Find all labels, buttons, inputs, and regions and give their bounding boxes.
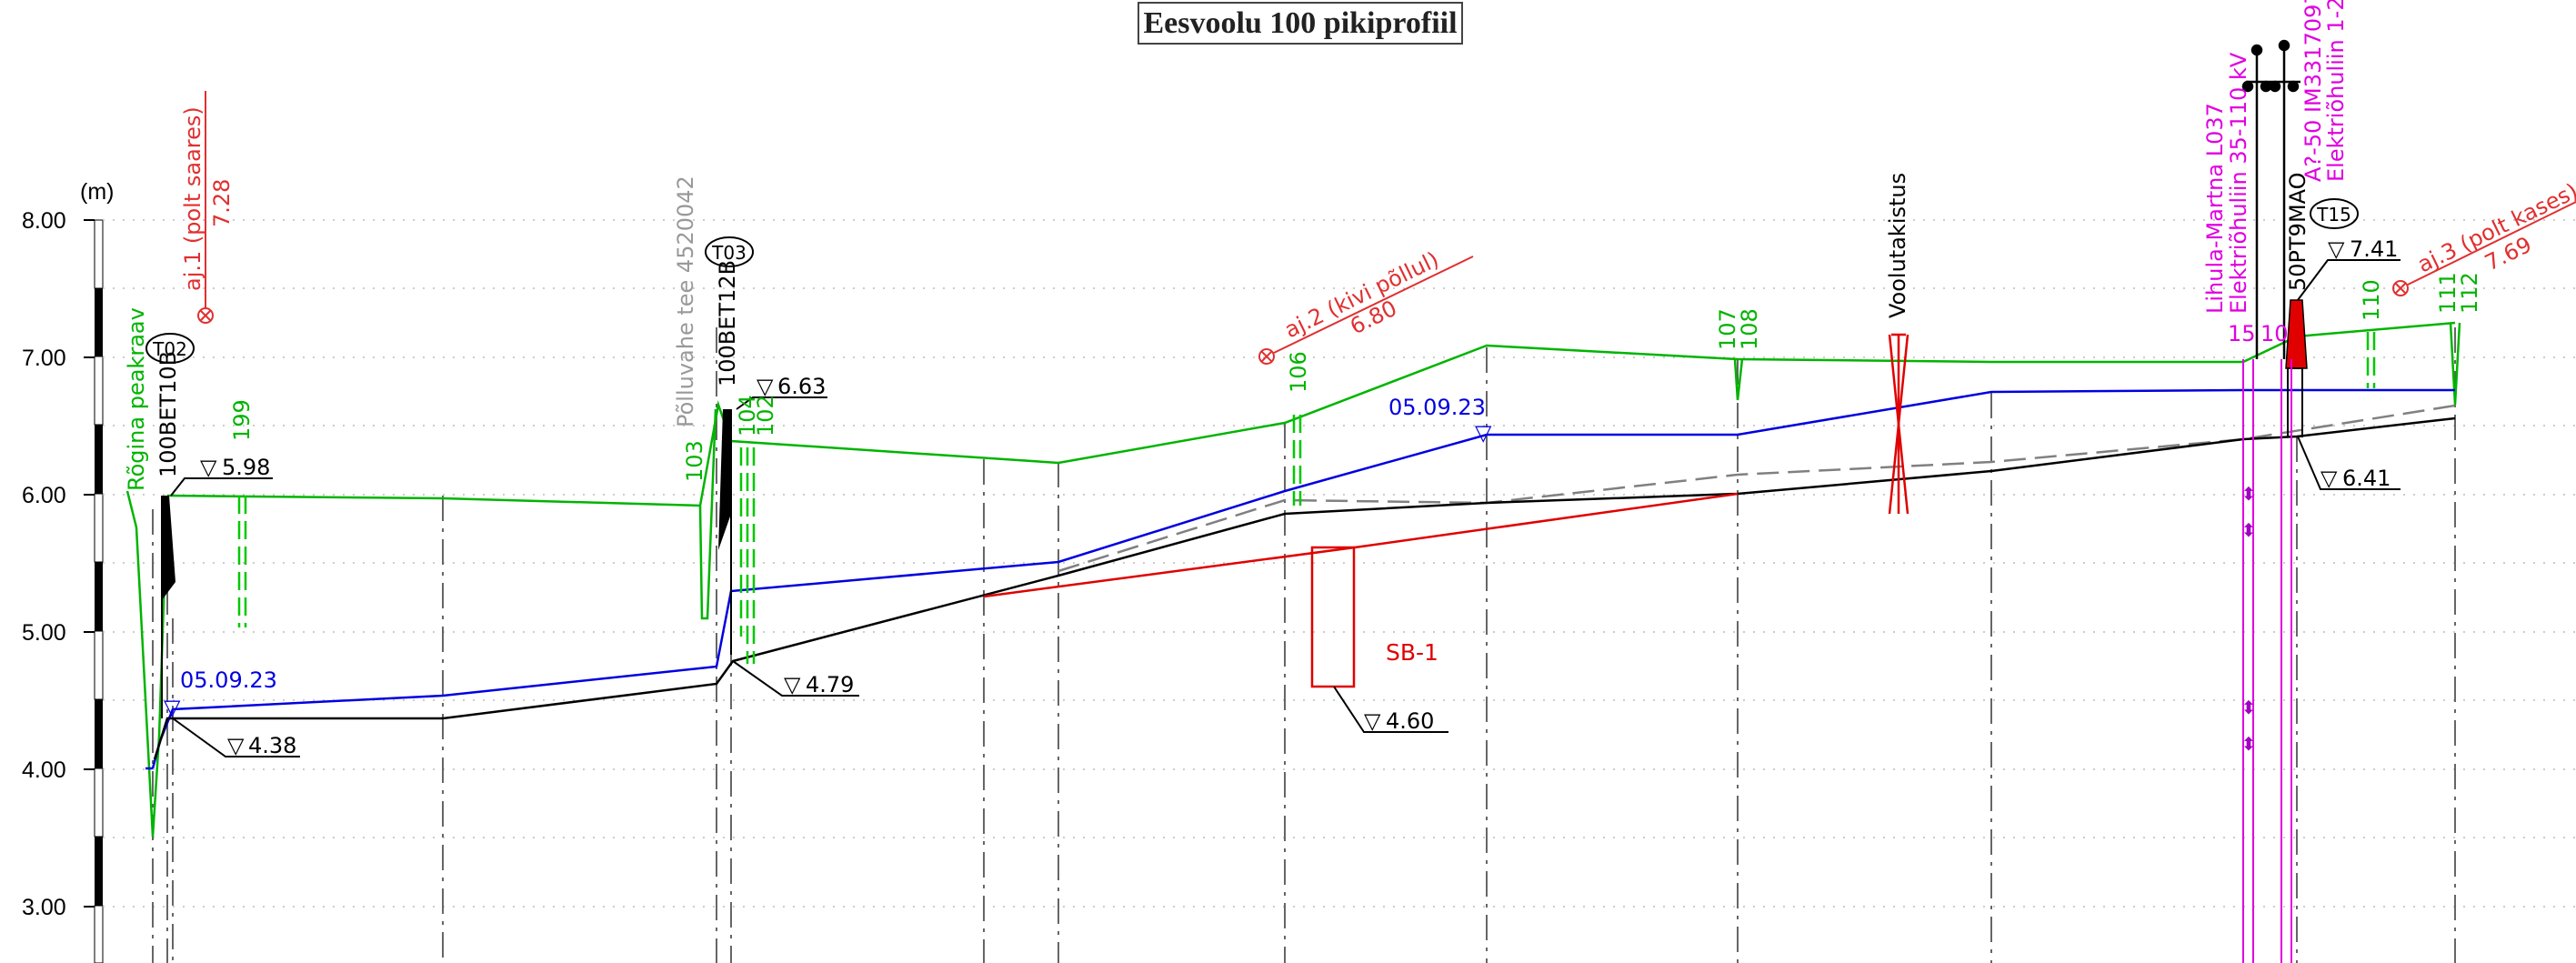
gridlines (103, 219, 2576, 908)
svg-text:▽: ▽ (1364, 708, 1381, 734)
marker-t15-label: T15 (2316, 204, 2351, 226)
svg-text:⬍: ⬍ (2241, 483, 2257, 505)
station-lines (152, 327, 2456, 963)
water-triangle-2: ▽ (1475, 420, 1492, 446)
level-741: ▽ 7.41 (2297, 236, 2401, 301)
road-rogina-label: Rõgina peakraav (124, 307, 149, 491)
title-frame (1138, 2, 1463, 45)
culvert-2-label: 100BET12B (715, 260, 740, 386)
level-460-value: 4.60 (1386, 708, 1434, 734)
drain-111-label: 111 (2435, 272, 2461, 314)
barrier-label: Voolutakistus (1885, 173, 1910, 318)
culvert-50PT9MAO-shape (2285, 299, 2308, 369)
marker-t15 (2310, 198, 2359, 229)
ground-surface-line (166, 321, 2456, 507)
level-438-value: 4.38 (248, 733, 296, 758)
power-num-2: 10 (2260, 321, 2289, 346)
tick-label: 7.00 (22, 346, 66, 371)
marker-t03 (705, 236, 754, 267)
water-level-line (151, 388, 2455, 769)
drain-110-label: 110 (2359, 279, 2384, 321)
stream-bottom-line (153, 416, 2456, 760)
power-line-1-name: Lihula-Martna L037 (2202, 103, 2228, 314)
svg-text:⬍: ⬍ (2241, 697, 2257, 718)
drain-199-label: 199 (229, 399, 255, 441)
tick-label: 6.00 (22, 483, 66, 508)
power-line-verticals (2242, 359, 2292, 963)
barrier-symbol (1888, 333, 1909, 515)
level-598: ▽ 5.98 (170, 455, 273, 497)
svg-text:⬍: ⬍ (2241, 733, 2257, 755)
level-641-value: 6.41 (2342, 466, 2391, 491)
ground-ditch-2 (698, 408, 717, 620)
axis-bar (95, 220, 103, 963)
tick-label: 4.00 (22, 757, 66, 783)
level-479: ▽ 4.79 (732, 660, 859, 697)
drain-103-label: 103 (682, 440, 707, 482)
svg-text:▽: ▽ (757, 374, 774, 399)
svg-text:▽: ▽ (2328, 236, 2345, 262)
tick-label: 8.00 (22, 208, 66, 234)
level-438: ▽ 4.38 (172, 717, 300, 758)
road-pollu-label: Põlluvahe tee 4520042 (673, 176, 698, 427)
culvert-100BET10B-shape (162, 496, 175, 600)
power-num-1: 15 (2228, 321, 2256, 346)
water-date-1: 05.09.23 (180, 667, 277, 693)
water-triangle-1: ▽ (164, 695, 181, 720)
water-date-2: 05.09.23 (1388, 395, 1486, 420)
culvert-100BET12B-shape (718, 409, 731, 550)
drain-112-label: 112 (2457, 272, 2482, 314)
borehole-label: SB-1 (1386, 639, 1438, 666)
power-line-1-type: Elektriõhuliin 35-110 kV (2226, 52, 2251, 314)
marker-t02 (145, 333, 195, 364)
power-pole-markers: ⬍ ⬍ ⬍ ⬍ (2241, 483, 2257, 755)
borehole-SB-1 (1310, 546, 1356, 688)
level-479-value: 4.79 (806, 672, 854, 697)
culvert-1-label: 100BET10B (155, 351, 181, 477)
level-598-value: 5.98 (222, 455, 270, 480)
drain-pipes (237, 332, 2376, 664)
power-line-2-name: A?-50 IM331709748 (2300, 0, 2326, 182)
benchmark-aj2: aj.2 (kivi põllul) 6.80 (1258, 246, 1474, 365)
design-bottom-line (1057, 404, 2456, 573)
tick-label: 5.00 (22, 620, 66, 646)
power-pole-icon (2241, 39, 2300, 359)
ground-ditch-3 (1733, 358, 1744, 401)
axis-unit-label: (m) (80, 179, 114, 205)
drain-108-label: 108 (1737, 308, 1762, 350)
marker-t02-label: T02 (152, 338, 187, 360)
marker-t03-label: T03 (711, 242, 747, 264)
page-title: Eesvoolu 100 pikiprofiil (1143, 6, 1457, 40)
elevation-axis: (m) 8.00 7.00 6.00 5.00 4.00 3.00 (22, 179, 114, 963)
level-460: ▽ 4.60 (1333, 686, 1448, 734)
ground-ditch-4 (2449, 322, 2461, 406)
level-663-value: 6.63 (777, 374, 826, 399)
level-741-value: 7.41 (2350, 236, 2398, 262)
svg-text:▽: ▽ (227, 733, 245, 758)
culvert-3-label: 50PT9MAO (2285, 172, 2310, 291)
svg-text:▽: ▽ (2320, 466, 2338, 491)
level-641: ▽ 6.41 (2297, 436, 2401, 491)
svg-text:▽: ▽ (784, 672, 801, 697)
benchmark-aj1-name: aj.1 (polt saares) (180, 106, 205, 291)
drain-104-label: 104 (735, 395, 760, 436)
benchmark-aj3: aj.3 (polt kases) 7.69 (2392, 178, 2576, 296)
drain-107-label: 107 (1715, 308, 1740, 350)
tick-label: 3.00 (22, 895, 66, 920)
benchmark-aj1: aj.1 (polt saares) 7.28 (180, 91, 235, 324)
svg-text:⬍: ⬍ (2241, 519, 2257, 541)
drain-102-label: 102 (753, 395, 778, 436)
benchmark-aj1-value: 7.28 (209, 179, 235, 227)
drain-106-label: 106 (1286, 351, 1311, 393)
svg-text:▽: ▽ (200, 455, 217, 480)
power-line-2-type: Elektriõhuliin 1-20 kV (2323, 0, 2349, 182)
level-663: ▽ 6.63 (736, 374, 827, 410)
